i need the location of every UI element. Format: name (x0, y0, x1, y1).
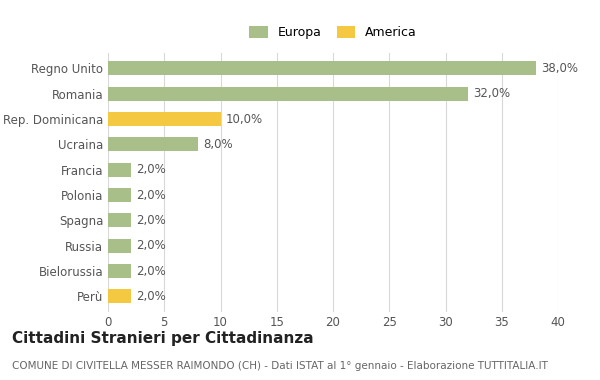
Bar (108, 188, 131, 202)
Text: COMUNE DI CIVITELLA MESSER RAIMONDO (CH) - Dati ISTAT al 1° gennaio - Elaborazio: COMUNE DI CIVITELLA MESSER RAIMONDO (CH)… (12, 361, 548, 371)
Text: 32,0%: 32,0% (473, 87, 511, 100)
Bar (108, 264, 131, 278)
Bar (108, 138, 198, 151)
Text: 2,0%: 2,0% (136, 239, 166, 252)
Text: 2,0%: 2,0% (136, 188, 166, 201)
Text: 2,0%: 2,0% (136, 214, 166, 227)
Text: 8,0%: 8,0% (203, 138, 233, 151)
Text: 2,0%: 2,0% (136, 163, 166, 176)
Bar (108, 87, 468, 101)
Bar (108, 214, 131, 227)
Text: 10,0%: 10,0% (226, 112, 263, 125)
Bar (108, 112, 221, 126)
Legend: Europa, America: Europa, America (247, 24, 419, 42)
Bar (108, 62, 536, 75)
Text: 2,0%: 2,0% (136, 264, 166, 277)
Bar (108, 163, 131, 177)
Bar (108, 239, 131, 253)
Bar (108, 290, 131, 303)
Text: Cittadini Stranieri per Cittadinanza: Cittadini Stranieri per Cittadinanza (12, 331, 314, 345)
Text: 2,0%: 2,0% (136, 290, 166, 303)
Text: 38,0%: 38,0% (541, 62, 578, 75)
